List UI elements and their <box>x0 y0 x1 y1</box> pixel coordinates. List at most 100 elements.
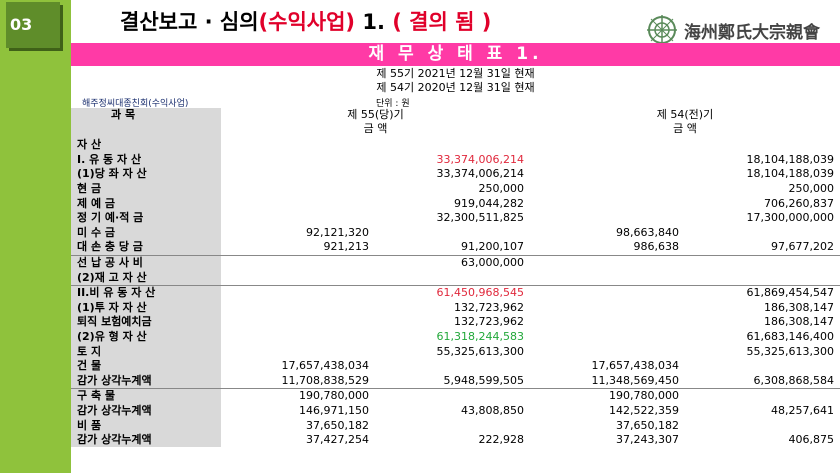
current-amount-cell: 33,374,006,214 <box>436 167 524 181</box>
prior-detail-cell: 37,650,182 <box>616 418 679 432</box>
current-detail-cell: 92,121,320 <box>306 225 369 239</box>
current-amount-cell: 43,808,850 <box>461 403 524 417</box>
current-detail-cell <box>221 153 375 168</box>
current-detail-cell: 17,657,438,034 <box>281 359 369 373</box>
table-row: 현 금 250,000 250,000 <box>71 181 840 197</box>
current-amount-cell: 61,318,244,583 <box>436 330 524 344</box>
current-amount-cell <box>375 138 530 153</box>
slide-title: 결산보고 · 심의(수익사업) 1. ( 결의 됨 ) <box>120 6 491 36</box>
prior-detail-cell <box>530 270 685 285</box>
account-cell: (1)투 자 자 산 <box>71 300 221 316</box>
current-period-header: 제 55(당)기 금 액 <box>221 108 530 138</box>
current-detail-cell <box>221 330 375 345</box>
prior-detail-cell: 11,348,569,450 <box>591 373 679 387</box>
current-amount-label: 금 액 <box>363 122 388 135</box>
prior-amount-label: 금 액 <box>673 122 697 135</box>
current-amount-cell <box>375 270 530 285</box>
account-cell: 선 납 공 사 비 <box>71 254 221 271</box>
account-cell: 비 품 <box>71 418 221 433</box>
prior-detail-cell <box>530 344 685 359</box>
account-cell: 자 산 <box>71 138 221 153</box>
current-amount-cell: 33,374,006,214 <box>436 152 524 166</box>
prior-detail-cell <box>530 330 685 345</box>
prior-amount-cell <box>685 138 840 153</box>
current-amount-cell: 250,000 <box>478 182 525 196</box>
table-row: II.비 유 동 자 산 61,450,968,545 61,869,454,547 <box>71 284 840 301</box>
current-detail-cell <box>221 315 375 330</box>
current-amount-cell: 132,723,962 <box>454 300 524 314</box>
account-cell: 감가 상각누계액 <box>71 373 221 389</box>
current-amount-cell: 919,044,282 <box>454 196 524 210</box>
prior-amount-cell <box>685 418 840 433</box>
table-row: 비 품 37,650,182 37,650,182 <box>71 418 840 433</box>
prior-amount-cell: 250,000 <box>788 182 835 196</box>
slide-number-badge: 03 <box>6 2 60 48</box>
current-detail-cell <box>221 196 375 211</box>
account-cell: 정 기 예·적 금 <box>71 210 221 226</box>
org-name: 海州鄭氏大宗親會 <box>684 23 820 43</box>
account-cell: II.비 유 동 자 산 <box>71 284 221 301</box>
account-cell: 퇴직 보험예치금 <box>71 315 221 330</box>
table-row: 미 수 금 92,121,320 98,663,840 <box>71 225 840 241</box>
table-row: 감가 상각누계액 37,427,254 222,928 37,243,307 406,8… <box>71 432 840 448</box>
prior-amount-cell: 6,308,868,584 <box>753 373 834 387</box>
seal-icon <box>647 15 677 45</box>
current-detail-cell <box>221 182 375 197</box>
balance-sheet: 제 55기 2021년 12월 31일 현재 제 54기 2020년 12월 3… <box>71 66 840 473</box>
prior-detail-cell: 142,522,359 <box>609 403 679 417</box>
prior-amount-cell: 97,677,202 <box>771 240 834 254</box>
prior-detail-cell <box>530 301 685 316</box>
prior-amount-cell: 18,104,188,039 <box>746 152 834 166</box>
table-row: 구 축 물 190,780,000 190,780,000 <box>71 388 840 404</box>
current-detail-cell: 921,213 <box>323 240 370 254</box>
account-header: 과 목 <box>71 108 221 138</box>
table-row: 대 손 충 당 금 921,213 91,200,107 986,638 97,677,… <box>71 240 840 256</box>
prior-detail-cell <box>530 315 685 330</box>
prior-detail-cell <box>530 254 685 271</box>
prior-detail-cell <box>530 182 685 197</box>
account-cell: 미 수 금 <box>71 225 221 241</box>
current-detail-cell <box>221 254 375 271</box>
current-detail-cell <box>221 138 375 153</box>
prior-amount-cell: 186,308,147 <box>764 300 834 314</box>
current-detail-cell <box>221 284 375 301</box>
current-detail-cell: 190,780,000 <box>221 388 375 404</box>
balance-sheet-table: 과 목 제 55(당)기 금 액 제 54(전)기 금 액 자 산 I. 유 동 … <box>71 108 840 448</box>
table-row: 감가 상각누계액 146,971,150 43,808,850 142,522,359… <box>71 403 840 419</box>
current-amount-cell <box>375 359 530 374</box>
table-row: 토 지 55,325,613,300 55,325,613,300 <box>71 344 840 359</box>
current-detail-cell <box>221 167 375 182</box>
current-detail-cell: 11,708,838,529 <box>281 373 369 387</box>
table-row: I. 유 동 자 산 33,374,006,214 18,104,188,039 <box>71 152 840 168</box>
period-prior: 제 54기 2020년 12월 31일 현재 <box>376 81 535 94</box>
table-row: 건 물 17,657,438,034 17,657,438,034 <box>71 358 840 374</box>
prior-period-header: 제 54(전)기 금 액 <box>530 108 840 138</box>
statement-title: 재 무 상 태 표 1. <box>368 44 543 64</box>
title-number: 1. <box>355 10 393 34</box>
prior-amount-cell: 186,308,147 <box>764 315 834 329</box>
prior-detail-cell <box>530 167 685 182</box>
table-row: (1)당 좌 자 산 33,374,006,214 18,104,188,039 <box>71 167 840 182</box>
current-amount-cell: 222,928 <box>478 433 525 447</box>
current-amount-cell: 132,723,962 <box>454 315 524 329</box>
account-cell: 감가 상각누계액 <box>71 432 221 448</box>
prior-amount-cell: 17,300,000,000 <box>746 211 834 225</box>
table-row: 제 예 금 919,044,282 706,260,837 <box>71 196 840 211</box>
prior-amount-cell: 61,869,454,547 <box>685 284 840 301</box>
current-amount-cell <box>375 418 530 433</box>
prior-detail-cell: 986,638 <box>633 240 680 254</box>
current-amount-cell: 55,325,613,300 <box>436 344 524 358</box>
left-accent-bar <box>0 0 71 473</box>
current-amount-cell: 91,200,107 <box>461 240 524 254</box>
table-header-row: 과 목 제 55(당)기 금 액 제 54(전)기 금 액 <box>71 108 840 138</box>
account-cell: 건 물 <box>71 358 221 374</box>
table-row: (1)투 자 자 산 132,723,962 186,308,147 <box>71 300 840 316</box>
current-amount-cell <box>375 388 530 404</box>
prior-detail-cell: 37,243,307 <box>616 433 679 447</box>
prior-detail-cell: 17,657,438,034 <box>591 359 679 373</box>
current-detail-cell: 37,427,254 <box>306 433 369 447</box>
period-current: 제 55기 2021년 12월 31일 현재 <box>376 67 535 80</box>
table-row: 감가 상각누계액 11,708,838,529 5,948,599,505 11,34… <box>71 373 840 389</box>
title-business: (수익사업) <box>258 10 356 34</box>
account-cell: 감가 상각누계액 <box>71 403 221 419</box>
